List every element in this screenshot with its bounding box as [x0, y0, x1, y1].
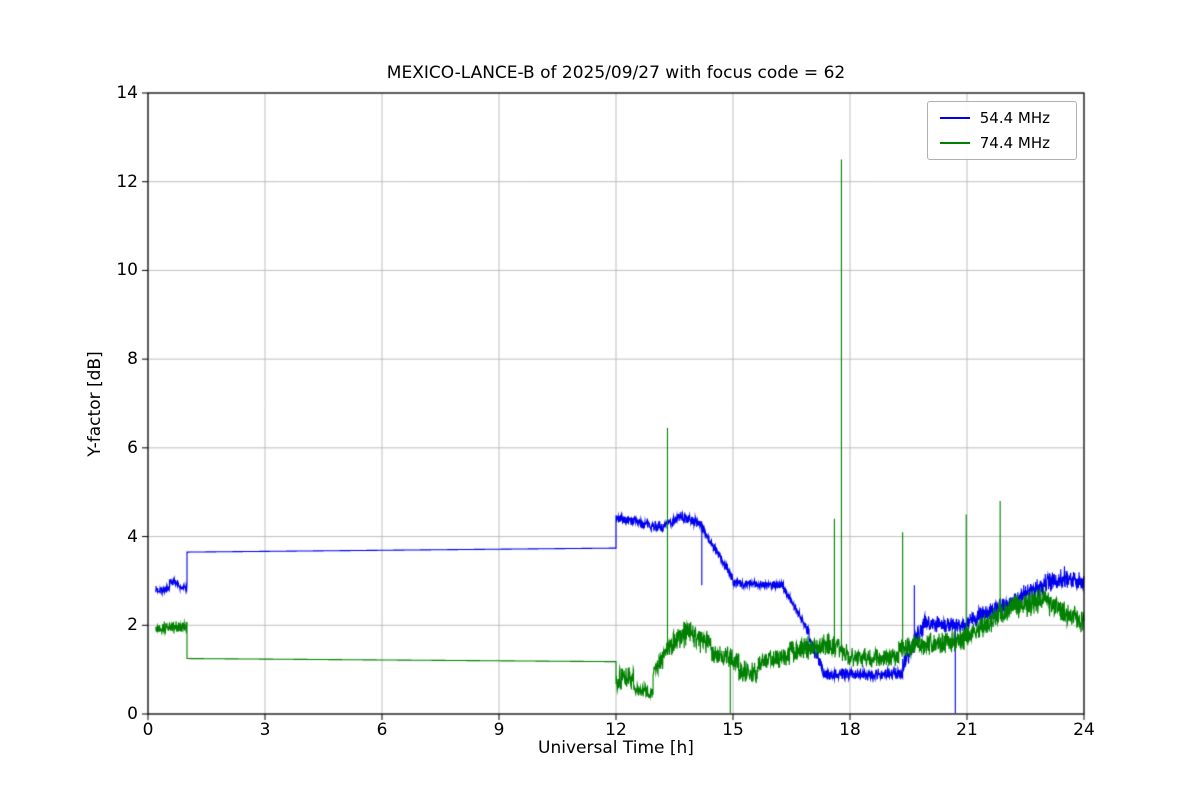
legend-label: 74.4 MHz — [979, 134, 1050, 152]
y-tick-label: 10 — [116, 260, 138, 281]
x-tick-label: 3 — [259, 720, 271, 740]
y-tick-label: 4 — [127, 526, 138, 547]
y-tick-label: 12 — [116, 171, 138, 192]
x-tick-label: 9 — [493, 720, 505, 740]
x-tick-label: 18 — [839, 720, 861, 740]
x-tick-label: 12 — [605, 720, 627, 740]
x-axis-label: Universal Time [h] — [538, 738, 694, 758]
y-tick-label: 6 — [127, 437, 138, 458]
y-tick-label: 0 — [127, 704, 138, 724]
x-tick-label: 0 — [142, 720, 154, 740]
legend-label: 54.4 MHz — [979, 109, 1050, 127]
y-axis-label: Y-factor [dB] — [85, 351, 105, 457]
y-tick-label: 8 — [127, 349, 138, 370]
x-tick-label: 15 — [722, 720, 744, 740]
x-tick-label: 6 — [376, 720, 388, 740]
legend-entry: 74.4 MHz — [939, 134, 1064, 152]
chart-title: MEXICO-LANCE-B of 2025/09/27 with focus … — [386, 63, 846, 83]
legend: 54.4 MHz 74.4 MHz — [926, 101, 1077, 160]
y-tick-label: 2 — [127, 615, 138, 636]
x-tick-label: 21 — [956, 720, 978, 740]
x-tick-label: 24 — [1073, 720, 1095, 740]
y-tick-label: 14 — [116, 83, 138, 103]
legend-line-sample — [939, 142, 970, 144]
legend-line-sample — [939, 117, 970, 119]
legend-entry: 54.4 MHz — [939, 109, 1064, 127]
